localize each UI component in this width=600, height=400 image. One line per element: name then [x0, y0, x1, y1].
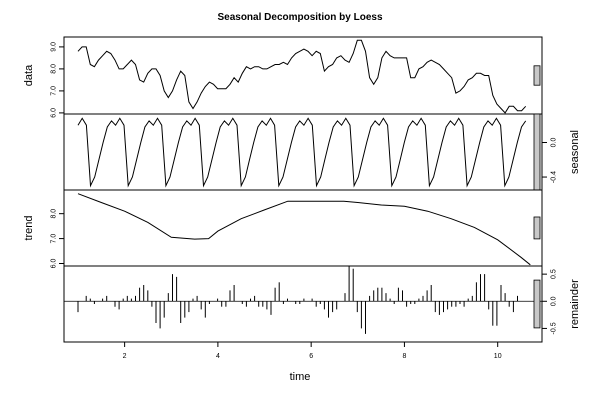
panel-frame [63, 36, 543, 115]
x-axis-title: time [290, 371, 311, 383]
y-tick-label: -0.5 [551, 322, 558, 334]
panels-group: 6.0 7.0 8.0 9.0 data -0.4 0.0 seasonal 6.0 7.0 8.0… [23, 36, 581, 343]
panel-seasonal: -0.4 0.0 seasonal [63, 113, 581, 191]
x-tick-label: 8 [402, 353, 406, 360]
series-line-trend [77, 193, 531, 266]
chart-title: Seasonal Decomposition by Loess [217, 12, 382, 23]
y-tick-label: 8.0 [51, 209, 58, 219]
y-tick-label: 7.0 [51, 86, 58, 96]
panel-frame [63, 265, 543, 343]
y-tick-label: 6.0 [51, 259, 58, 269]
x-axis: 2 4 6 8 10 [123, 341, 502, 360]
y-tick-label: 7.0 [51, 234, 58, 244]
y-tick-label: 6.0 [51, 108, 58, 118]
y-tick-label: 0.0 [551, 138, 558, 148]
panel-remainder: -0.5 0.0 0.5 remainder [63, 265, 581, 343]
x-tick-label: 4 [216, 353, 220, 360]
panel-trend: 6.0 7.0 8.0 trend [23, 189, 543, 269]
y-tick-label: 8.0 [51, 64, 58, 74]
panel-label-data: data [23, 64, 35, 86]
panel-label-remainder: remainder [569, 279, 581, 329]
panel-label-trend: trend [23, 215, 35, 240]
y-tick-label: 0.5 [551, 269, 558, 279]
panel-data: 6.0 7.0 8.0 9.0 data [23, 36, 543, 118]
series-line-seasonal [77, 117, 527, 188]
panel-label-seasonal: seasonal [569, 130, 581, 174]
x-tick-label: 10 [494, 353, 502, 360]
range-bar [533, 113, 541, 191]
series-line-data [77, 39, 527, 114]
x-tick-label: 2 [123, 353, 127, 360]
x-tick-label: 6 [309, 353, 313, 360]
y-tick-label: -0.4 [551, 171, 558, 183]
y-tick-label: 0.0 [551, 296, 558, 306]
y-tick-label: 9.0 [51, 42, 58, 52]
range-bar [533, 65, 541, 86]
range-bar [533, 216, 541, 240]
range-bar [533, 279, 541, 329]
